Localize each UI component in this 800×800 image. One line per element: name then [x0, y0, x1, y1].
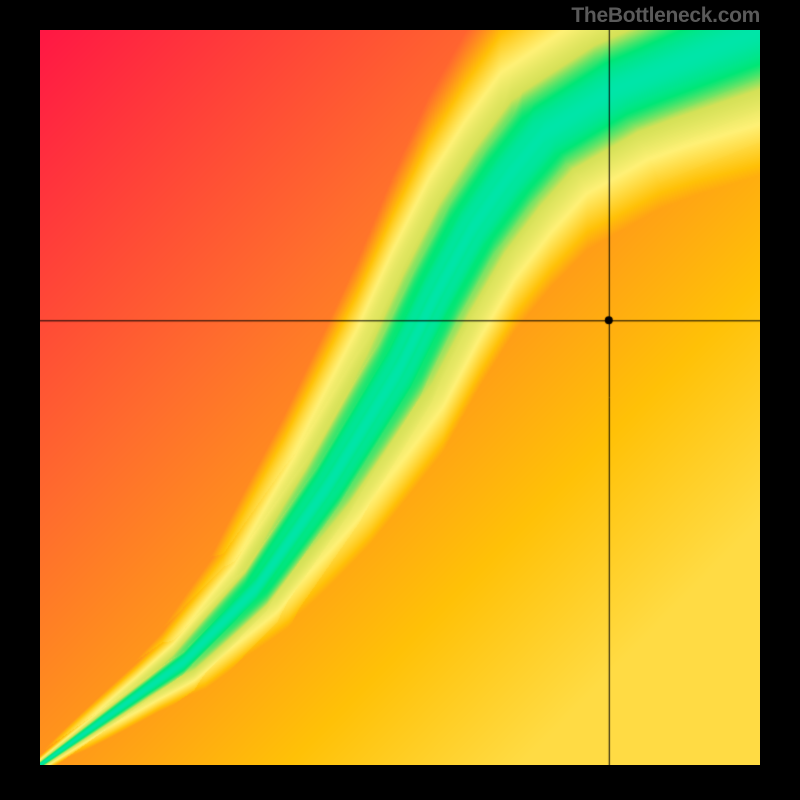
heatmap-plot	[40, 30, 760, 765]
watermark-text: TheBottleneck.com	[571, 4, 760, 28]
heatmap-canvas	[40, 30, 760, 765]
